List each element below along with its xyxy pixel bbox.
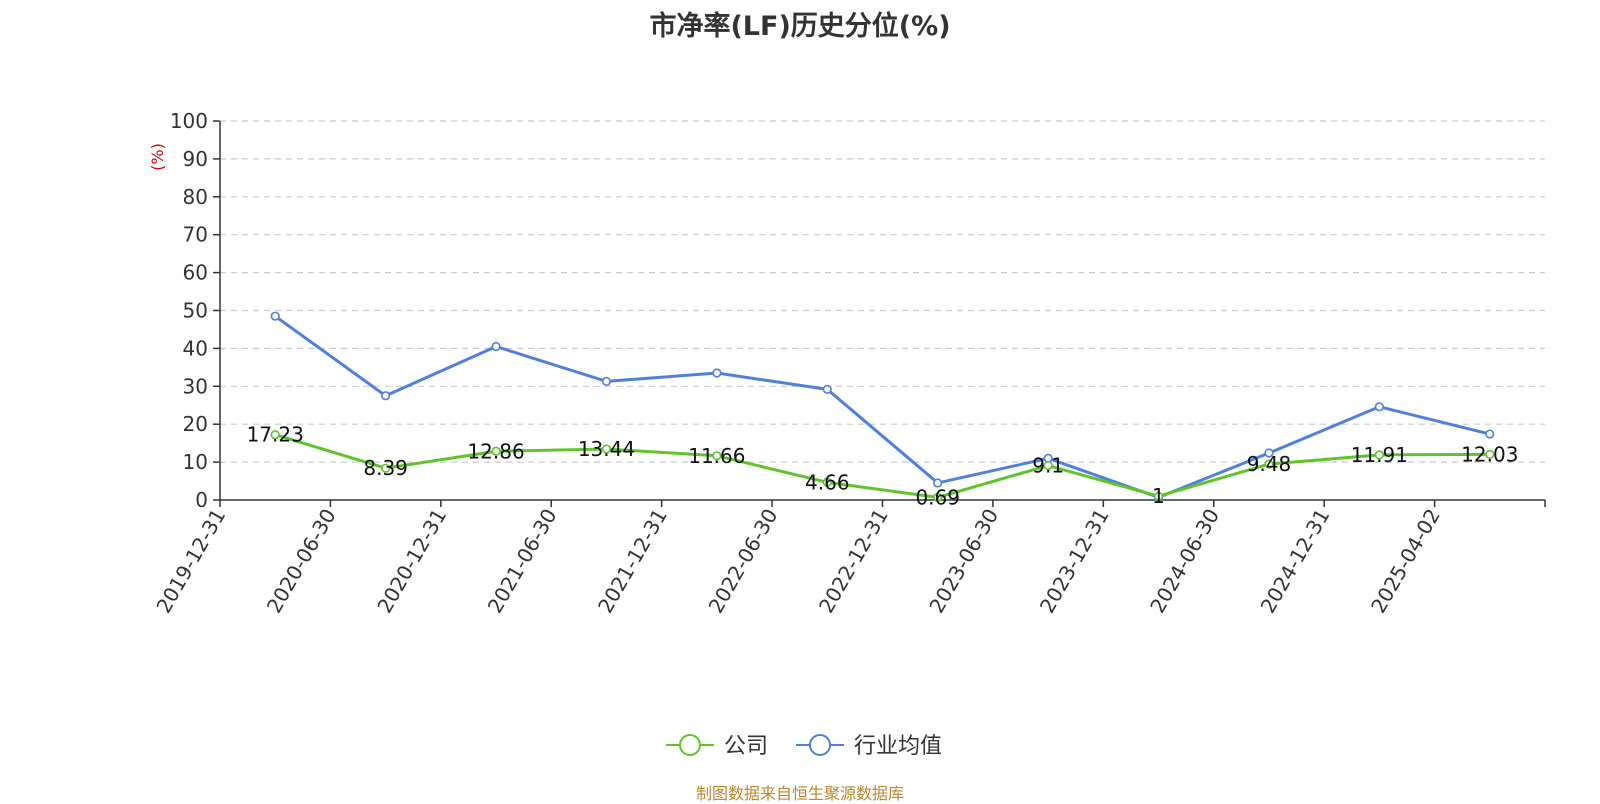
- data-point: [712, 368, 722, 378]
- data-point: [1374, 402, 1384, 412]
- y-tick-label: 50: [183, 299, 208, 323]
- data-labels: 17.23 8.39 12.86 13.44 11.66 4.66 0.69 9.1 1 9.48…: [247, 423, 1519, 510]
- data-point: [933, 478, 943, 488]
- y-axis-label: (%): [148, 143, 167, 171]
- y-tick-label: 60: [183, 261, 208, 285]
- data-point: [1264, 459, 1274, 469]
- legend-label: 行业均值: [854, 734, 942, 759]
- data-point: [822, 477, 832, 487]
- y-tick-label: 20: [183, 412, 208, 436]
- x-tick-label: 2023-06-30: [924, 505, 1003, 618]
- y-tick-label: 40: [183, 336, 208, 360]
- legend[interactable]: 公司 行业均值: [666, 734, 942, 759]
- x-tick-label: 2024-12-31: [1256, 505, 1335, 618]
- data-label: 12.03: [1461, 442, 1518, 466]
- data-label: 11.66: [688, 444, 745, 468]
- data-point: [270, 311, 280, 321]
- data-point: [1374, 450, 1384, 460]
- data-label: 4.66: [805, 470, 850, 494]
- data-label: 17.23: [247, 423, 304, 447]
- x-tick-label: 2024-06-30: [1145, 505, 1224, 618]
- legend-item-1[interactable]: 行业均值: [796, 734, 942, 759]
- y-tick-label: 30: [183, 374, 208, 398]
- data-point: [381, 391, 391, 401]
- data-point: [822, 384, 832, 394]
- series-layer: [270, 311, 1495, 502]
- x-tick-label: 2019-12-31: [151, 505, 230, 618]
- data-point: [381, 463, 391, 473]
- x-tick-label: 2020-06-30: [262, 505, 341, 618]
- y-tick-label: 70: [183, 223, 208, 247]
- y-tick-label: 10: [183, 450, 208, 474]
- x-ticks: 2019-12-31 2020-06-30 2020-12-31 2021-06-30…: [151, 500, 1546, 618]
- data-point: [491, 341, 501, 352]
- x-tick-label: 2025-04-02: [1366, 505, 1445, 618]
- data-point: [1485, 429, 1495, 439]
- x-tick-label: 2022-06-30: [704, 505, 783, 618]
- x-tick-label: 2020-12-31: [372, 505, 451, 618]
- data-point: [1264, 448, 1274, 458]
- data-label: 8.39: [363, 456, 408, 480]
- legend-item-0[interactable]: 公司: [666, 734, 768, 759]
- y-ticks: 0 10 20 30 40 50 60 70 80 90 100: [170, 109, 220, 512]
- data-label: 9.48: [1247, 452, 1292, 476]
- data-point: [491, 446, 501, 456]
- series-0: [270, 430, 1495, 502]
- series-1: [270, 311, 1495, 502]
- legend-marker: [679, 734, 701, 756]
- series-line: [274, 314, 1491, 499]
- chart-title: 市净率(LF)历史分位(%): [649, 11, 951, 42]
- grid-lines: [220, 120, 1545, 463]
- data-point: [712, 451, 722, 461]
- data-label: 13.44: [578, 437, 635, 461]
- data-label: 11.91: [1351, 443, 1408, 467]
- data-point: [1153, 491, 1164, 501]
- y-tick-label: 90: [183, 147, 208, 171]
- data-point: [270, 430, 280, 440]
- data-label: 12.86: [467, 439, 524, 463]
- data-label: 9.1: [1032, 454, 1064, 478]
- data-point: [601, 444, 612, 454]
- x-tick-label: 2023-12-31: [1035, 505, 1114, 618]
- x-tick-label: 2022-12-31: [814, 505, 893, 618]
- y-tick-label: 0: [195, 488, 208, 512]
- source-note: 制图数据来自恒生聚源数据库: [695, 784, 904, 803]
- data-point: [1043, 460, 1053, 471]
- data-point: [933, 492, 943, 502]
- legend-marker: [809, 734, 831, 756]
- legend-label: 公司: [724, 734, 768, 759]
- y-tick-label: 80: [183, 185, 208, 209]
- data-point: [601, 376, 612, 386]
- x-tick-label: 2021-06-30: [483, 505, 562, 618]
- y-tick-label: 100: [170, 109, 208, 133]
- data-label: 1: [1152, 484, 1165, 508]
- series-line: [274, 433, 1490, 499]
- data-point: [1485, 449, 1495, 460]
- x-tick-label: 2021-12-31: [593, 505, 672, 618]
- data-label: 0.69: [915, 485, 960, 509]
